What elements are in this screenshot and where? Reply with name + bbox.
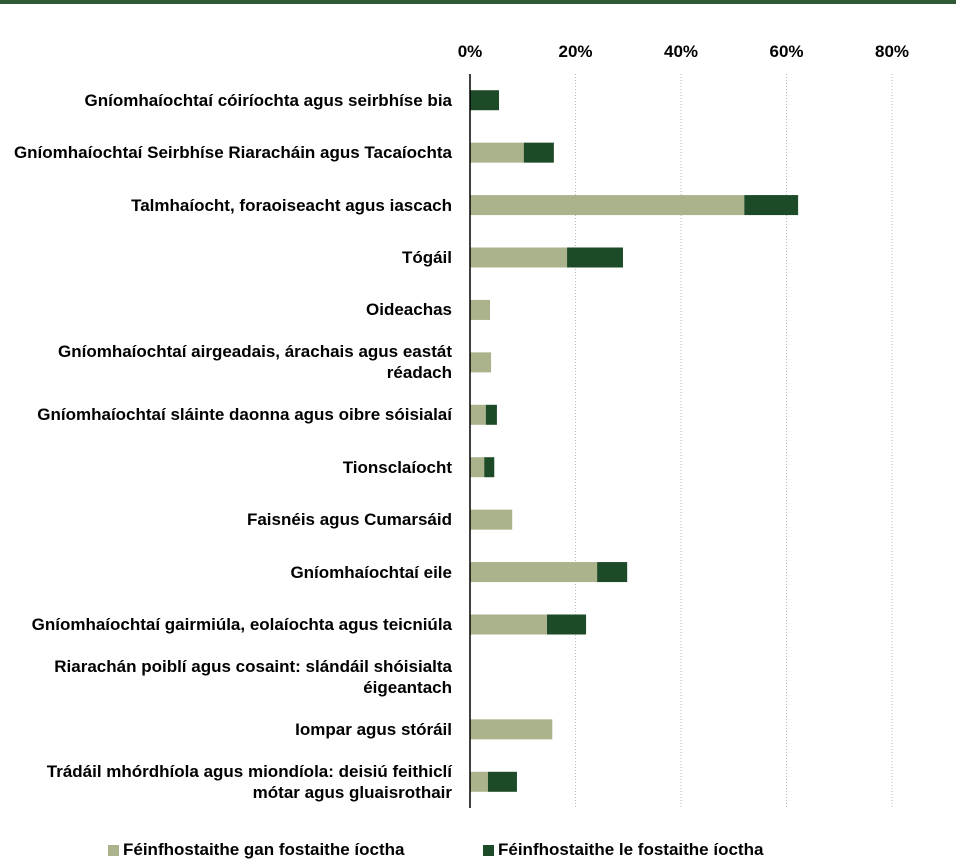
bar-segment (470, 299, 491, 320)
bar-segment (470, 352, 492, 373)
legend-item: Féinfhostaithe le fostaithe íoctha (483, 840, 763, 860)
bar-segment (597, 562, 628, 583)
bar-segment (744, 195, 799, 216)
legend-swatch (483, 844, 494, 856)
category-label: Gníomhaíochtaí Seirbhíse Riaracháin agus… (13, 143, 452, 163)
bar-segment (470, 90, 500, 111)
category-label: Iompar agus stóráil (295, 719, 452, 739)
legend-label: Féinfhostaithe le fostaithe íoctha (498, 840, 764, 859)
x-tick-label: 40% (664, 42, 698, 61)
legend-item: Féinfhostaithe gan fostaithe íoctha (108, 840, 404, 860)
bar-segment (470, 614, 548, 635)
category-label: Oideachas (366, 300, 452, 320)
category-label: Gníomhaíochtaí sláinte daonna agus oibre… (37, 405, 452, 425)
bar-segment (470, 195, 745, 216)
x-tick-label: 60% (769, 42, 803, 61)
category-label: Gníomhaíochtaí airgeadais, árachais agus… (58, 342, 452, 383)
bar-segment (470, 509, 513, 530)
bar-segment (484, 457, 495, 478)
legend-label: Féinfhostaithe gan fostaithe íoctha (123, 840, 405, 859)
bar-segment (470, 457, 485, 478)
x-tick-label: 20% (558, 42, 592, 61)
bar-segment (485, 404, 497, 425)
category-label: Tógáil (401, 248, 452, 267)
bar-segment (470, 562, 598, 583)
top-rule (0, 0, 956, 4)
bar-segment (487, 771, 517, 792)
category-label: Talmhaíocht, foraoiseacht agus iascach (131, 195, 452, 215)
bar-segment (547, 614, 587, 635)
bar-segment (567, 247, 623, 268)
bar-segment (470, 404, 486, 425)
x-tick-label: 0% (458, 42, 483, 61)
category-label: Gníomhaíochtaí gairmiúla, eolaíochta agu… (31, 615, 452, 634)
bar-segment (470, 247, 568, 268)
bar-segment (523, 142, 554, 163)
category-label: Riarachán poiblí agus cosaint: slándáil … (54, 656, 452, 697)
category-label: Gníomhaíochtaí cóiríochta agus seirbhíse… (84, 90, 452, 110)
category-label: Gníomhaíochtaí eile (290, 562, 452, 582)
bar-segment (470, 719, 553, 740)
category-label: Tionsclaíocht (342, 457, 452, 477)
x-tick-label: 80% (875, 42, 909, 61)
category-label: Faisnéis agus Cumarsáid (246, 510, 452, 530)
legend-swatch (108, 844, 119, 856)
category-label: Trádáil mhórdhíola agus miondíola: deisi… (46, 761, 452, 802)
bar-segment (470, 142, 524, 163)
bar-segment (470, 771, 488, 792)
